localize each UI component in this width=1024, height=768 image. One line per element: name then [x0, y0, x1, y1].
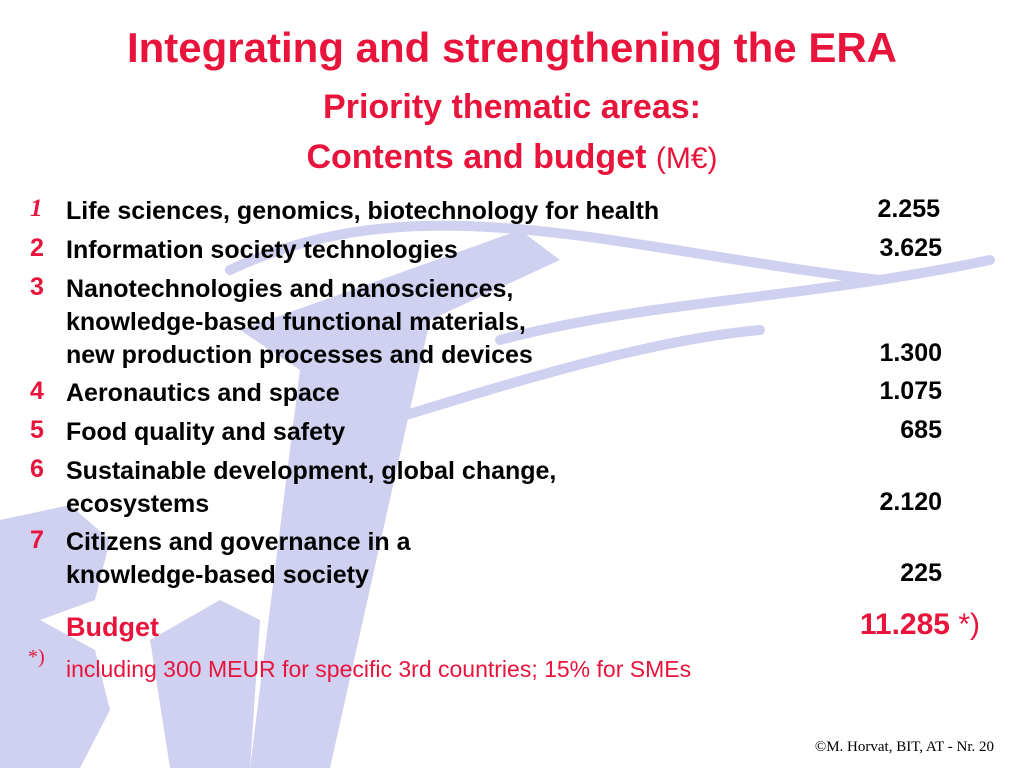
- item-value: 3.625: [879, 234, 942, 262]
- watermark-letter-b: [0, 505, 110, 768]
- item-number: 6: [30, 455, 44, 483]
- item-text-line-2: knowledge-based society: [66, 561, 369, 589]
- budget-footnote-marker: *): [958, 608, 980, 641]
- footnote-marker: *): [28, 646, 45, 668]
- item-text-line-2: ecosystems: [66, 490, 210, 518]
- slide-subtitle-2: Contents and budget (M€): [0, 138, 1024, 177]
- item-number: 2: [30, 234, 44, 262]
- watermark-letter-t: [240, 230, 560, 768]
- slide-subtitle: Priority thematic areas:: [323, 88, 701, 126]
- budget-value: 11.285: [859, 608, 950, 641]
- item-number: 3: [30, 273, 44, 301]
- item-text-line-3: new production processes and devices: [66, 341, 533, 369]
- item-text: Information society technologies: [66, 236, 458, 264]
- item-number: 5: [30, 416, 44, 444]
- copyright-footer: ©M. Horvat, BIT, AT - Nr. 20: [814, 739, 994, 755]
- item-value: 1.075: [879, 377, 942, 405]
- watermark-swoosh-1: [225, 220, 885, 285]
- watermark-letter-i: [150, 600, 260, 768]
- item-number: 4: [30, 377, 44, 405]
- watermark-swoosh-2: [495, 255, 995, 345]
- item-text-line-1: Nanotechnologies and nanosciences,: [66, 275, 514, 303]
- slide-title: Integrating and strengthening the ERA: [126, 24, 897, 71]
- item-value: 2.120: [879, 488, 942, 516]
- item-text-line-2: knowledge-based functional materials,: [66, 308, 526, 336]
- item-value: 2.255: [877, 195, 940, 223]
- item-text-line-1: Citizens and governance in a: [66, 528, 411, 556]
- footnote-text: including 300 MEUR for specific 3rd coun…: [66, 656, 692, 682]
- item-text: Life sciences, genomics, biotechnology f…: [66, 197, 660, 225]
- budget-label: Budget: [66, 612, 159, 642]
- item-number: 7: [30, 526, 44, 554]
- subtitle-text: Contents and budget: [306, 138, 647, 176]
- budget-total: 11.285 *): [860, 608, 980, 642]
- watermark-swoosh-3: [385, 325, 765, 425]
- unit-label: (M€): [655, 142, 718, 175]
- item-value: 685: [900, 416, 942, 444]
- item-text: Aeronautics and space: [66, 379, 340, 407]
- item-value: 1.300: [879, 339, 942, 367]
- item-text-line-1: Sustainable development, global change,: [66, 457, 557, 485]
- item-text: Food quality and safety: [66, 418, 346, 446]
- item-value: 225: [900, 559, 942, 587]
- item-number: 1: [30, 195, 43, 222]
